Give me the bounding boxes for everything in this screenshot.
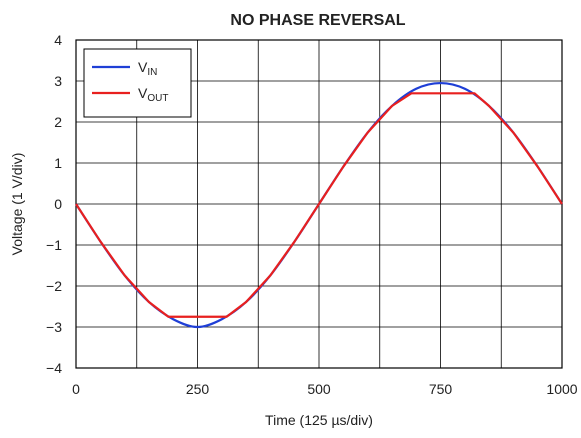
x-tick-label: 0 — [72, 381, 80, 397]
x-tick-label: 500 — [307, 381, 331, 397]
y-tick-label: 3 — [54, 73, 62, 89]
y-tick-label: 4 — [54, 32, 62, 48]
x-tick-label: 1000 — [546, 381, 577, 397]
y-tick-label: −4 — [46, 360, 62, 376]
y-tick-label: 0 — [54, 196, 62, 212]
plot-grid — [76, 40, 562, 368]
series-line-vout — [75, 92, 563, 318]
x-tick-labels: 0 250 500 750 1000 — [72, 381, 578, 397]
chart-title: NO PHASE REVERSAL — [230, 12, 405, 29]
series-layer — [75, 81, 563, 329]
legend-box — [83, 48, 192, 118]
x-tick-label: 750 — [429, 381, 453, 397]
y-tick-label: 1 — [54, 155, 62, 171]
y-axis-label: Voltage (1 V/div) — [9, 153, 25, 256]
y-tick-label: −1 — [46, 237, 62, 253]
x-tick-label: 250 — [186, 381, 210, 397]
y-tick-labels: 4 3 2 1 0 −1 −2 −3 −4 — [46, 32, 62, 376]
y-tick-label: −2 — [46, 278, 62, 294]
y-tick-label: 2 — [54, 114, 62, 130]
x-axis-label: Time (125 µs/div) — [265, 412, 373, 428]
y-tick-label: −3 — [46, 319, 62, 335]
